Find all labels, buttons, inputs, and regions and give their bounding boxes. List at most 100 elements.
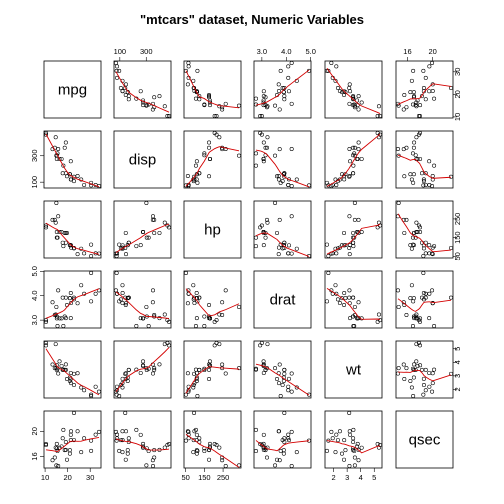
point-disp-vs-drat [259, 132, 264, 137]
point-qsec-vs-hp [212, 442, 217, 447]
point-drat-vs-disp [120, 291, 125, 296]
point-qsec-vs-wt [377, 443, 382, 448]
point-qsec-vs-mpg [75, 429, 80, 434]
point-disp-vs-drat [286, 182, 291, 187]
point-disp-vs-wt [337, 177, 342, 182]
point-qsec-vs-wt [351, 448, 356, 453]
point-mpg-vs-drat [289, 60, 294, 65]
point-hp-vs-disp [144, 201, 149, 206]
point-drat-vs-wt [348, 316, 353, 321]
point-wt-vs-mpg [69, 381, 74, 386]
point-hp-vs-drat [254, 244, 259, 249]
point-wt-vs-hp [184, 392, 189, 397]
point-drat-vs-hp [214, 318, 219, 323]
point-qsec-vs-disp [114, 429, 119, 434]
point-wt-vs-disp [138, 370, 143, 375]
point-wt-vs-mpg [71, 383, 76, 388]
point-qsec-vs-mpg [63, 440, 68, 445]
variable-label-hp: hp [204, 222, 221, 239]
point-wt-vs-hp [192, 371, 197, 376]
panel-wt-vs-wt [324, 340, 383, 399]
point-hp-vs-drat [282, 240, 287, 245]
top-axis-tick-label-qsec: 20 [429, 47, 437, 56]
point-hp-vs-disp [125, 243, 130, 248]
point-mpg-vs-qsec [404, 105, 409, 110]
point-wt-vs-mpg [54, 367, 59, 372]
point-mpg-vs-disp [123, 82, 128, 87]
point-disp-vs-drat [274, 174, 279, 179]
point-mpg-vs-qsec [430, 60, 435, 65]
point-hp-vs-disp [141, 230, 146, 235]
point-qsec-vs-drat [261, 447, 266, 452]
point-drat-vs-mpg [59, 316, 64, 321]
point-drat-vs-hp [194, 316, 199, 321]
right-axis-tick-label-hp: 250 [453, 213, 462, 226]
point-qsec-vs-wt [343, 448, 348, 453]
point-mpg-vs-wt [356, 94, 361, 99]
point-qsec-vs-drat [286, 432, 291, 437]
point-disp-vs-qsec [421, 183, 426, 188]
bottom-axis-tick-label-hp: 150 [198, 473, 211, 482]
point-disp-vs-qsec [402, 174, 407, 179]
point-hp-vs-wt [375, 225, 380, 230]
point-wt-vs-mpg [93, 384, 98, 389]
point-disp-vs-drat [261, 140, 266, 145]
point-mpg-vs-qsec [402, 93, 407, 98]
point-hp-vs-qsec [417, 225, 422, 230]
point-mpg-vs-disp [114, 60, 119, 65]
point-qsec-vs-drat [273, 463, 278, 468]
point-drat-vs-hp [202, 314, 207, 319]
point-disp-vs-wt [348, 159, 353, 164]
point-disp-vs-qsec [430, 184, 435, 189]
point-hp-vs-qsec [414, 230, 419, 235]
point-disp-vs-wt [356, 147, 361, 152]
point-mpg-vs-drat [289, 101, 294, 106]
smooth-line-wt-vs-mpg [45, 348, 100, 396]
point-qsec-vs-disp [165, 443, 170, 448]
panel-disp-vs-wt [324, 130, 383, 189]
point-drat-vs-mpg [54, 304, 59, 309]
point-drat-vs-qsec [432, 323, 437, 328]
point-qsec-vs-mpg [68, 432, 73, 437]
point-hp-vs-drat [289, 251, 294, 256]
point-drat-vs-qsec [411, 299, 416, 304]
point-wt-vs-qsec [448, 371, 453, 376]
point-qsec-vs-mpg [69, 429, 74, 434]
point-mpg-vs-hp [184, 68, 189, 73]
point-disp-vs-drat [264, 145, 269, 150]
point-drat-vs-qsec [421, 270, 426, 275]
point-disp-vs-qsec [411, 145, 416, 150]
point-disp-vs-wt [351, 145, 356, 150]
point-drat-vs-qsec [430, 301, 435, 306]
point-qsec-vs-disp [126, 436, 131, 441]
point-disp-vs-hp [207, 156, 212, 161]
point-qsec-vs-hp [192, 429, 197, 434]
point-wt-vs-hp [212, 343, 217, 348]
point-mpg-vs-qsec [413, 103, 418, 108]
point-drat-vs-mpg [54, 316, 59, 321]
point-drat-vs-wt [347, 288, 352, 293]
point-hp-vs-qsec [423, 251, 428, 256]
point-drat-vs-disp [123, 302, 128, 307]
point-mpg-vs-wt [375, 114, 380, 119]
panel-mpg-vs-wt [324, 60, 383, 119]
point-qsec-vs-mpg [71, 410, 76, 415]
point-mpg-vs-qsec [401, 107, 406, 112]
point-wt-vs-hp [237, 366, 242, 371]
bottom-axis-tick-label-wt: 5 [372, 473, 376, 482]
point-hp-vs-mpg [54, 235, 59, 240]
point-disp-vs-qsec [395, 147, 400, 152]
smooth-line-wt-vs-drat [255, 363, 310, 396]
point-mpg-vs-wt [347, 82, 352, 87]
point-mpg-vs-qsec [423, 75, 428, 80]
point-qsec-vs-hp [186, 429, 191, 434]
smooth-line-qsec-vs-disp [115, 438, 170, 451]
point-wt-vs-qsec [430, 389, 435, 394]
point-disp-vs-wt [347, 147, 352, 152]
point-mpg-vs-qsec [427, 64, 432, 69]
smooth-line-drat-vs-wt [326, 287, 381, 320]
point-qsec-vs-wt [335, 438, 340, 443]
point-disp-vs-qsec [423, 182, 428, 187]
point-wt-vs-hp [217, 342, 222, 347]
point-hp-vs-qsec [421, 246, 426, 251]
